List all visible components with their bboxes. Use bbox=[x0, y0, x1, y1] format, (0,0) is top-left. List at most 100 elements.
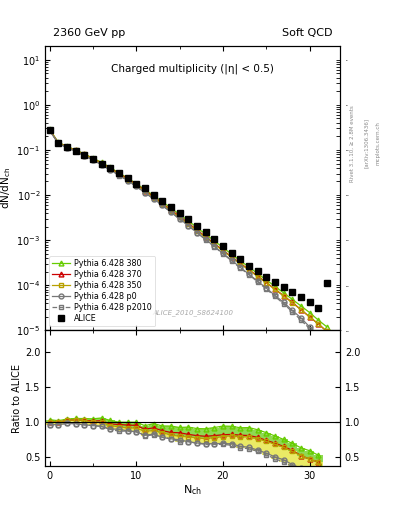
ALICE bbox=[220, 243, 225, 249]
ALICE bbox=[90, 156, 95, 162]
Pythia 6.428 p0 bbox=[90, 157, 95, 163]
Pythia 6.428 350 bbox=[108, 166, 112, 172]
Pythia 6.428 p2010 bbox=[203, 237, 208, 243]
Pythia 6.428 380 bbox=[195, 224, 199, 230]
Pythia 6.428 380 bbox=[203, 231, 208, 237]
Pythia 6.428 350 bbox=[220, 248, 225, 254]
Text: ALICE_2010_S8624100: ALICE_2010_S8624100 bbox=[152, 310, 233, 316]
Pythia 6.428 350 bbox=[229, 254, 234, 260]
Pythia 6.428 380 bbox=[73, 147, 78, 153]
Text: Charged multiplicity (|η| < 0.5): Charged multiplicity (|η| < 0.5) bbox=[111, 63, 274, 74]
Text: Rivet 3.1.10, ≥ 2.8M events: Rivet 3.1.10, ≥ 2.8M events bbox=[350, 105, 355, 182]
Legend: Pythia 6.428 380, Pythia 6.428 370, Pythia 6.428 350, Pythia 6.428 p0, Pythia 6.: Pythia 6.428 380, Pythia 6.428 370, Pyth… bbox=[49, 256, 155, 327]
Pythia 6.428 p0 bbox=[125, 178, 130, 184]
Pythia 6.428 370 bbox=[134, 181, 139, 187]
Pythia 6.428 370 bbox=[212, 240, 217, 246]
Pythia 6.428 380 bbox=[177, 211, 182, 218]
Pythia 6.428 370 bbox=[238, 260, 242, 266]
Pythia 6.428 350 bbox=[134, 182, 139, 188]
Pythia 6.428 370 bbox=[186, 220, 191, 226]
Pythia 6.428 370 bbox=[195, 227, 199, 233]
Pythia 6.428 380 bbox=[125, 175, 130, 181]
ALICE bbox=[273, 279, 277, 285]
Pythia 6.428 350 bbox=[47, 126, 52, 133]
ALICE bbox=[73, 148, 78, 154]
Pythia 6.428 380 bbox=[143, 186, 147, 193]
Pythia 6.428 p0 bbox=[325, 341, 329, 347]
Pythia 6.428 p0 bbox=[203, 237, 208, 243]
Pythia 6.428 350 bbox=[82, 151, 86, 157]
ALICE bbox=[255, 268, 260, 274]
ALICE bbox=[160, 198, 165, 204]
Pythia 6.428 350 bbox=[238, 261, 242, 267]
Pythia 6.428 p0 bbox=[47, 127, 52, 134]
Pythia 6.428 370 bbox=[273, 286, 277, 292]
ALICE bbox=[64, 144, 69, 151]
ALICE bbox=[99, 160, 104, 166]
ALICE bbox=[264, 274, 269, 280]
Pythia 6.428 380 bbox=[246, 264, 251, 270]
ALICE bbox=[212, 236, 217, 242]
Pythia 6.428 p2010 bbox=[160, 202, 165, 208]
Pythia 6.428 350 bbox=[64, 144, 69, 150]
Pythia 6.428 370 bbox=[73, 147, 78, 154]
Pythia 6.428 370 bbox=[117, 170, 121, 177]
Pythia 6.428 p0 bbox=[212, 243, 217, 249]
Pythia 6.428 350 bbox=[246, 267, 251, 273]
Pythia 6.428 p2010 bbox=[325, 343, 329, 349]
Pythia 6.428 350 bbox=[186, 221, 191, 227]
ALICE bbox=[246, 263, 251, 269]
Pythia 6.428 p2010 bbox=[125, 178, 130, 184]
Pythia 6.428 380 bbox=[238, 258, 242, 264]
ALICE bbox=[151, 192, 156, 198]
Pythia 6.428 380 bbox=[108, 164, 112, 170]
Pythia 6.428 350 bbox=[151, 195, 156, 201]
Pythia 6.428 p2010 bbox=[238, 265, 242, 271]
Pythia 6.428 p2010 bbox=[299, 317, 303, 323]
ALICE bbox=[325, 281, 329, 287]
Pythia 6.428 370 bbox=[229, 253, 234, 260]
ALICE bbox=[56, 140, 61, 146]
Text: mcplots.cern.ch: mcplots.cern.ch bbox=[375, 121, 380, 165]
Text: 2360 GeV pp: 2360 GeV pp bbox=[53, 28, 125, 38]
Pythia 6.428 350 bbox=[90, 156, 95, 162]
Pythia 6.428 380 bbox=[316, 317, 321, 323]
Pythia 6.428 p2010 bbox=[195, 229, 199, 236]
Pythia 6.428 370 bbox=[99, 160, 104, 166]
Pythia 6.428 p2010 bbox=[73, 148, 78, 155]
Pythia 6.428 p2010 bbox=[186, 223, 191, 229]
ALICE bbox=[316, 305, 321, 311]
Pythia 6.428 350 bbox=[177, 215, 182, 221]
Pythia 6.428 350 bbox=[299, 307, 303, 313]
Pythia 6.428 380 bbox=[134, 181, 139, 187]
Pythia 6.428 380 bbox=[325, 324, 329, 330]
Pythia 6.428 p0 bbox=[73, 148, 78, 155]
Pythia 6.428 370 bbox=[316, 321, 321, 327]
Pythia 6.428 350 bbox=[195, 227, 199, 233]
Pythia 6.428 p2010 bbox=[151, 196, 156, 202]
Pythia 6.428 370 bbox=[143, 187, 147, 194]
Pythia 6.428 p2010 bbox=[273, 293, 277, 300]
Pythia 6.428 380 bbox=[90, 155, 95, 161]
ALICE bbox=[195, 223, 199, 229]
Pythia 6.428 p0 bbox=[56, 140, 61, 146]
Pythia 6.428 380 bbox=[99, 159, 104, 165]
Line: Pythia 6.428 380: Pythia 6.428 380 bbox=[47, 126, 329, 329]
Pythia 6.428 p0 bbox=[246, 271, 251, 277]
Pythia 6.428 380 bbox=[264, 277, 269, 283]
Pythia 6.428 p0 bbox=[195, 229, 199, 236]
Pythia 6.428 350 bbox=[203, 234, 208, 241]
Pythia 6.428 p2010 bbox=[90, 157, 95, 163]
Pythia 6.428 370 bbox=[56, 140, 61, 146]
Pythia 6.428 p0 bbox=[238, 264, 242, 270]
Pythia 6.428 p0 bbox=[169, 209, 173, 215]
Pythia 6.428 p2010 bbox=[212, 244, 217, 250]
Pythia 6.428 370 bbox=[299, 307, 303, 313]
Pythia 6.428 350 bbox=[281, 293, 286, 299]
Pythia 6.428 p2010 bbox=[82, 153, 86, 159]
Pythia 6.428 p0 bbox=[299, 315, 303, 321]
Pythia 6.428 350 bbox=[99, 160, 104, 166]
Pythia 6.428 p0 bbox=[108, 167, 112, 173]
Pythia 6.428 380 bbox=[64, 143, 69, 150]
Pythia 6.428 350 bbox=[325, 328, 329, 334]
